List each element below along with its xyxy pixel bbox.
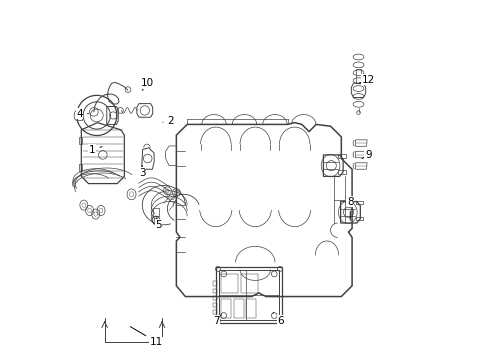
- Bar: [241, 274, 258, 293]
- Text: 9: 9: [362, 150, 371, 160]
- Bar: [246, 299, 256, 318]
- Bar: [212, 296, 216, 300]
- Bar: [212, 282, 216, 286]
- Bar: [212, 303, 216, 307]
- Text: 11: 11: [130, 327, 163, 347]
- Bar: [153, 208, 159, 216]
- Bar: [221, 274, 238, 293]
- Text: 5: 5: [155, 218, 162, 230]
- Bar: [233, 299, 244, 318]
- Text: 1: 1: [89, 144, 102, 154]
- Bar: [221, 299, 231, 318]
- Bar: [355, 69, 361, 83]
- Text: 12: 12: [359, 75, 374, 85]
- Bar: [212, 310, 216, 315]
- Bar: [219, 270, 278, 320]
- Text: 8: 8: [346, 197, 353, 220]
- Text: 10: 10: [141, 78, 154, 90]
- Text: 7: 7: [213, 315, 221, 325]
- Bar: [212, 289, 216, 293]
- Text: 3: 3: [139, 166, 145, 178]
- Text: 4: 4: [76, 109, 88, 119]
- Text: 6: 6: [273, 313, 283, 325]
- Text: 2: 2: [163, 116, 174, 126]
